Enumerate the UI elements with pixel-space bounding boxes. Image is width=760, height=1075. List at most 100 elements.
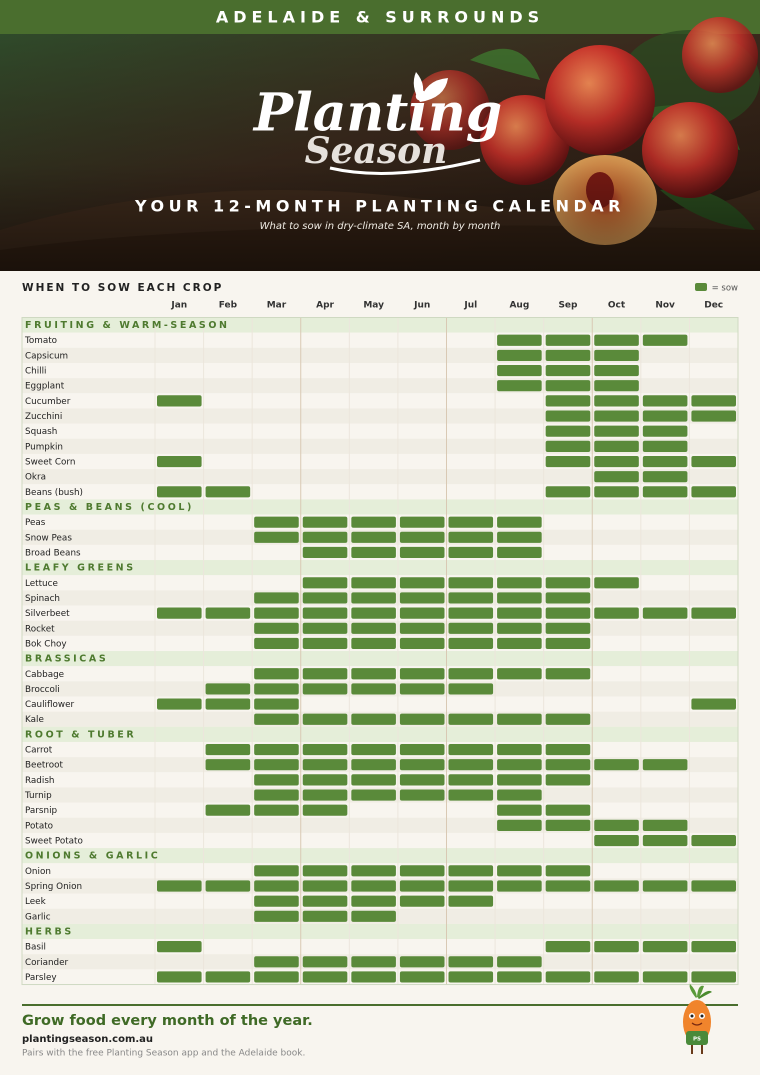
sow-bar [254,713,299,725]
crop-name: Rocket [25,624,55,634]
sow-bar [594,834,639,847]
crop-name: Coriander [25,958,69,968]
crop-row [22,802,738,818]
crop-name: Parsnip [25,806,58,816]
crop-name: Carrot [25,746,53,756]
sow-bar [545,713,591,725]
sow-bar [691,455,736,468]
crop-name: Peas [25,518,46,528]
crop-name: Kale [25,715,44,725]
sow-bar [254,683,299,695]
mascot [683,984,712,1054]
sow-bar [254,516,299,528]
sow-bar [448,531,494,543]
crop-name: Bok Choy [25,639,67,649]
sow-bar [399,880,445,892]
crop-row [22,696,738,712]
sow-bar [448,622,494,634]
month-header: Feb [219,301,238,311]
sow-bar [302,865,348,877]
crop-name: Zucchini [25,412,62,422]
month-header: Aug [509,301,529,311]
sow-bar [157,880,202,892]
sow-bar [497,956,542,968]
crop-name: Chilli [25,367,47,377]
sow-bar [545,410,591,422]
sow-bar [448,713,494,725]
sow-bar [351,683,396,695]
sow-bar [545,971,591,983]
sow-bar [691,880,736,892]
sow-bar [302,577,348,589]
sow-bar [545,334,591,346]
sow-bar [254,804,299,816]
sow-bar [594,425,639,437]
crop-name: Silverbeet [25,609,70,619]
sow-bar [157,486,202,498]
sow-bar [399,546,445,559]
sow-bar [545,880,591,892]
sow-bar [642,455,688,468]
sow-bar [302,895,348,907]
sow-bar [448,683,494,695]
footer-url: plantingseason.com.au [22,1034,153,1045]
sow-bar [302,804,348,816]
sow-bar [254,789,299,801]
sow-bar [497,865,542,877]
sow-bar [594,364,639,377]
sow-bar [205,804,251,816]
sow-bar [497,546,542,559]
sow-bar [254,622,299,634]
crop-name: Beetroot [25,761,63,771]
sow-bar [157,971,202,983]
sow-bar [497,622,542,634]
sow-bar [594,971,639,983]
crop-row [22,469,738,485]
sow-bar [254,971,299,983]
sow-bar [448,743,494,756]
sow-bar [351,577,396,589]
sow-bar [448,607,494,619]
sow-bar [254,910,299,922]
sow-bar [254,668,299,680]
sow-bar [302,637,348,650]
sow-bar [254,865,299,877]
sow-bar [302,546,348,559]
crop-name: Spring Onion [25,882,82,892]
sow-bar [351,971,396,983]
sow-bar [642,334,688,346]
sow-bar [254,698,299,710]
sow-bar [545,607,591,619]
sow-bar [594,440,639,452]
sow-bar [254,880,299,892]
crop-name: Radish [25,776,55,786]
sow-bar [205,486,251,498]
sow-bar [497,349,542,361]
sow-bar [642,425,688,437]
sow-bar [205,880,251,892]
sow-bar [351,668,396,680]
sow-bar [205,759,251,771]
sow-bar [545,774,591,786]
sow-bar [545,759,591,771]
sow-bar [545,486,591,498]
group-band [22,499,738,515]
sow-bar [642,440,688,452]
sow-bar [545,941,591,953]
sow-bar [448,577,494,589]
sow-bar [448,637,494,650]
sow-bar [399,895,445,907]
sow-bar [497,592,542,604]
sow-bar [497,713,542,725]
sow-bar [351,592,396,604]
crop-name: Beans (bush) [25,488,83,498]
bars: FRUITING & WARM-SEASON Tomato Capsicum Chil… [24,320,736,983]
footer-tagline: Grow food every month of the year. [22,1013,313,1029]
sow-bar [399,743,445,756]
sow-bar [691,698,736,710]
sow-bar [594,759,639,771]
month-header: Apr [316,301,334,311]
sow-bar [302,956,348,968]
sow-bar [351,895,396,907]
